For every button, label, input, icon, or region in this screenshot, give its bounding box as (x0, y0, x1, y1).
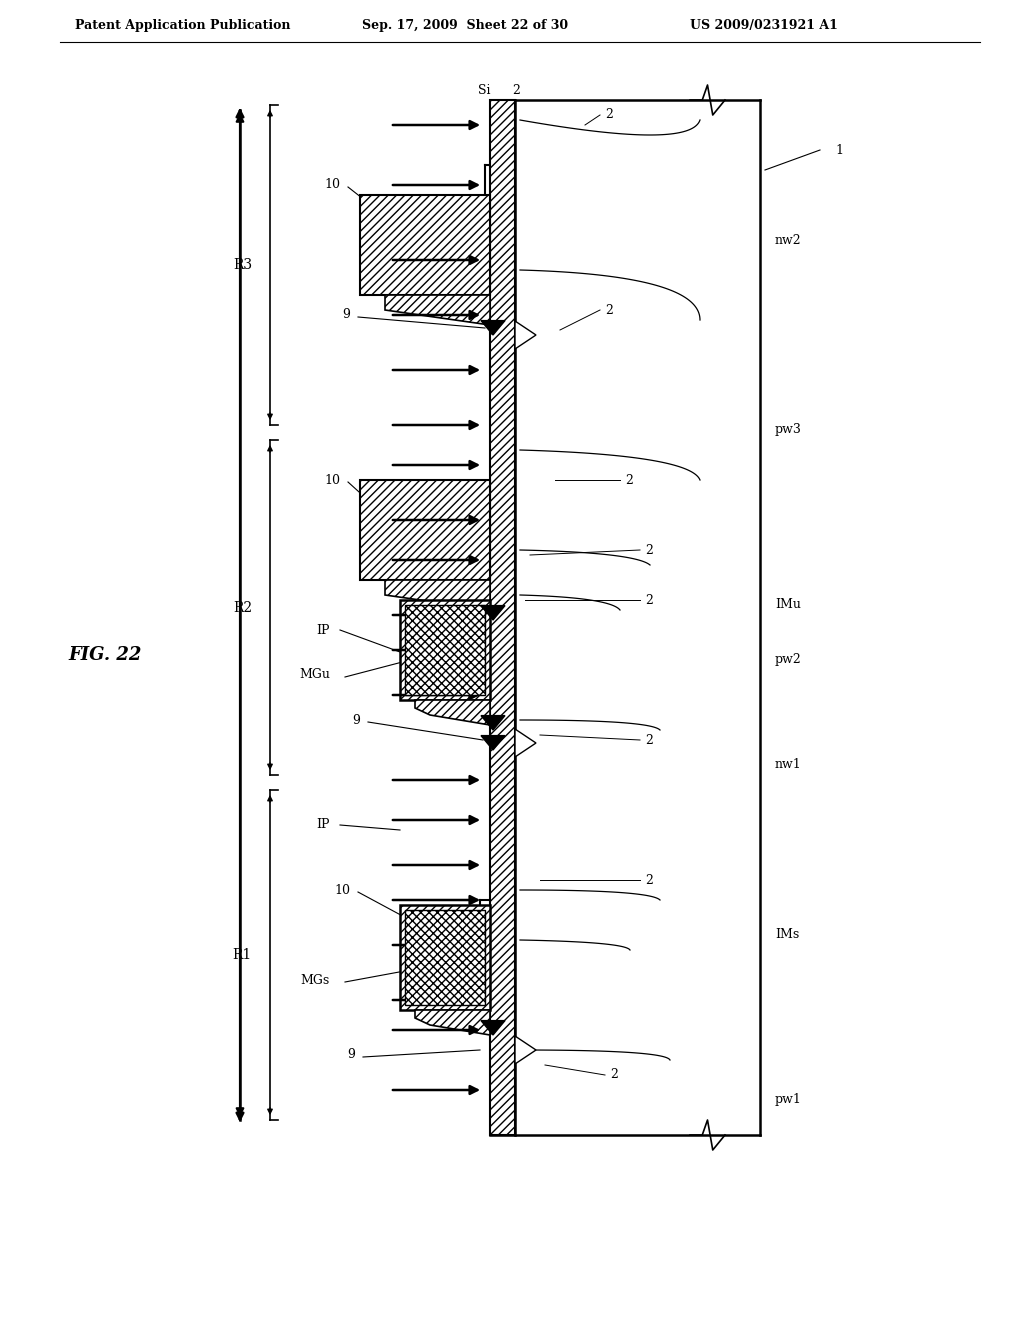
Polygon shape (515, 729, 536, 756)
Text: IMs: IMs (775, 928, 800, 941)
Text: US 2009/0231921 A1: US 2009/0231921 A1 (690, 18, 838, 32)
Text: 10: 10 (324, 178, 340, 191)
Bar (406, 909, 485, 1005)
Text: pw1: pw1 (775, 1093, 802, 1106)
Text: 1: 1 (835, 144, 843, 157)
Text: pw2: pw2 (775, 653, 802, 667)
Text: MGu: MGu (299, 668, 330, 681)
Polygon shape (515, 1036, 536, 1064)
Text: pw3: pw3 (775, 424, 802, 437)
Polygon shape (481, 321, 505, 335)
Text: Si: Si (478, 83, 490, 96)
Text: IP: IP (316, 623, 330, 636)
Polygon shape (515, 321, 536, 348)
Polygon shape (385, 294, 490, 325)
Text: 2: 2 (605, 304, 613, 317)
Text: nw2: nw2 (775, 234, 802, 247)
Text: 2: 2 (645, 544, 653, 557)
Text: 2: 2 (645, 594, 653, 606)
Bar (406, 605, 485, 696)
Polygon shape (481, 735, 505, 750)
Text: 2: 2 (645, 734, 653, 747)
Text: IP: IP (316, 818, 330, 832)
Bar (490, 100, 515, 1135)
Text: FIG. 22: FIG. 22 (68, 645, 141, 664)
Bar (360, 480, 490, 579)
Polygon shape (481, 715, 505, 730)
Bar (400, 906, 490, 1010)
Text: R1: R1 (232, 948, 252, 962)
Bar (400, 601, 490, 700)
Polygon shape (481, 1020, 505, 1035)
Text: 10: 10 (334, 883, 350, 896)
Polygon shape (385, 579, 490, 610)
Text: 9: 9 (342, 309, 350, 322)
Text: 10: 10 (324, 474, 340, 487)
Polygon shape (415, 700, 490, 725)
Text: MGs: MGs (301, 974, 330, 986)
Bar (360, 195, 490, 294)
Text: 9: 9 (352, 714, 360, 726)
Polygon shape (481, 606, 505, 620)
Text: 2: 2 (625, 474, 633, 487)
Text: 2: 2 (605, 108, 613, 121)
Text: nw1: nw1 (775, 759, 802, 771)
Text: R3: R3 (232, 257, 252, 272)
Text: IMu: IMu (775, 598, 801, 611)
Text: 2: 2 (610, 1068, 617, 1081)
Polygon shape (415, 1010, 490, 1035)
Text: Sep. 17, 2009  Sheet 22 of 30: Sep. 17, 2009 Sheet 22 of 30 (362, 18, 568, 32)
Text: R2: R2 (232, 601, 252, 615)
Text: 9: 9 (347, 1048, 355, 1061)
Text: 2: 2 (512, 83, 520, 96)
Text: Patent Application Publication: Patent Application Publication (75, 18, 291, 32)
Text: 2: 2 (645, 874, 653, 887)
